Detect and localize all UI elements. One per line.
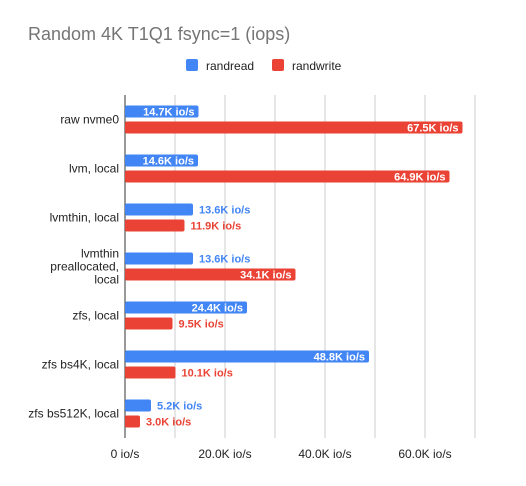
- data-label-randwrite: 64.9K io/s: [394, 172, 445, 184]
- bar-randread: [125, 105, 199, 118]
- bar-randwrite: [125, 219, 185, 232]
- data-label-randwrite: 34.1K io/s: [240, 270, 291, 282]
- bar-randread: [125, 203, 193, 216]
- category-label: lvm, local: [69, 162, 119, 176]
- bar-randwrite: [125, 415, 140, 428]
- data-label-randread: 13.6K io/s: [199, 205, 250, 217]
- category-label: raw nvme0: [60, 113, 119, 127]
- category-label: preallocated,: [50, 260, 119, 274]
- data-label-randread: 5.2K io/s: [157, 401, 202, 413]
- data-label-randwrite: 10.1K io/s: [182, 368, 233, 380]
- data-label-randread: 24.4K io/s: [192, 303, 243, 315]
- data-label-randwrite: 11.9K io/s: [191, 221, 242, 233]
- grid-layer: [124, 95, 476, 438]
- bar-randread: [125, 399, 151, 412]
- legend-swatch-randwrite: [272, 59, 284, 71]
- data-label-randread: 14.7K io/s: [143, 107, 194, 119]
- category-label: zfs bs4K, local: [42, 358, 119, 372]
- bar-randread: [125, 350, 369, 363]
- bar-randread: [125, 154, 198, 167]
- bars-layer: [125, 105, 463, 428]
- legend-label-randwrite: randwrite: [292, 59, 342, 73]
- bar-randread: [125, 301, 247, 314]
- category-label: lvmthin, local: [50, 211, 119, 225]
- bar-randwrite: [125, 170, 450, 183]
- bar-randread: [125, 252, 193, 265]
- x-tick-label: 0 io/s: [111, 447, 140, 461]
- x-tick-label: 40.0K io/s: [298, 447, 351, 461]
- data-label-randread: 14.6K io/s: [143, 156, 194, 168]
- category-label: lvmthin: [81, 247, 119, 261]
- category-label: zfs bs512K, local: [28, 407, 119, 421]
- data-label-randread: 48.8K io/s: [314, 352, 365, 364]
- bar-randwrite: [125, 268, 296, 281]
- data-label-randwrite: 67.5K io/s: [407, 123, 458, 135]
- x-tick-label: 60.0K io/s: [398, 447, 451, 461]
- x-tick-label: 20.0K io/s: [198, 447, 251, 461]
- legend-label-randread: randread: [206, 59, 254, 73]
- data-label-randwrite: 3.0K io/s: [146, 417, 191, 429]
- legend-swatch-randread: [186, 59, 198, 71]
- bar-randwrite: [125, 366, 176, 379]
- bar-randwrite: [125, 317, 173, 330]
- chart-title: Random 4K T1Q1 fsync=1 (iops): [28, 24, 290, 44]
- category-label: zfs, local: [72, 309, 119, 323]
- legend: randread randwrite: [186, 59, 342, 73]
- category-label: local: [94, 273, 119, 287]
- bar-randwrite: [125, 121, 463, 134]
- data-label-randread: 13.6K io/s: [199, 254, 250, 266]
- data-label-randwrite: 9.5K io/s: [179, 319, 224, 331]
- labels-layer: 0 io/s 20.0K io/s 40.0K io/s 60.0K io/s raw …: [28, 107, 458, 462]
